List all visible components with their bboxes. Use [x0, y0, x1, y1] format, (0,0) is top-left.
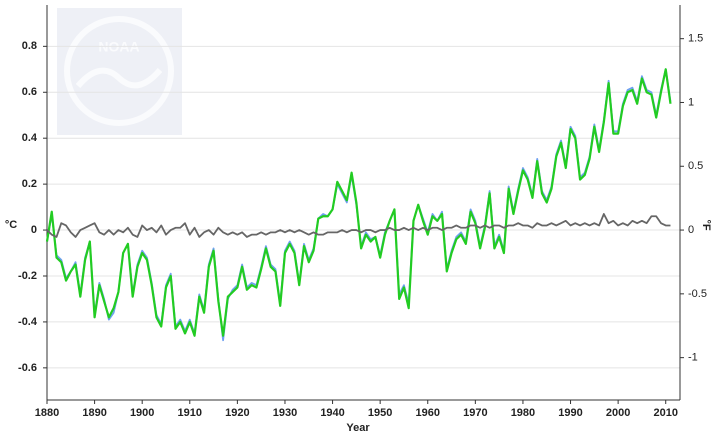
x-tick-label: 1930 [273, 407, 297, 419]
y2-tick-label: 0 [688, 224, 694, 236]
series-line [46, 213, 671, 238]
y-tick-label: 0.6 [22, 86, 37, 98]
y-tick-label: 0 [31, 224, 37, 236]
y2-axis-title: °F [700, 219, 712, 230]
x-tick-label: 1950 [368, 407, 392, 419]
y-axis-title: °C [5, 219, 17, 231]
x-tick-label: 1990 [558, 407, 582, 419]
y-tick-label: 0.2 [22, 178, 37, 190]
x-tick-label: 1920 [225, 407, 249, 419]
logo-wave [75, 67, 163, 89]
x-axis-title: Year [346, 422, 370, 434]
series-line [45, 68, 672, 337]
x-tick-label: 1980 [511, 407, 535, 419]
x-tick-label: 2000 [606, 407, 630, 419]
x-tick-label: 1880 [35, 407, 59, 419]
y-tick-label: 0.8 [22, 40, 37, 52]
y2-tick-label: 1.5 [688, 33, 703, 45]
logo-ring [64, 16, 174, 126]
x-tick-label: 2010 [653, 407, 677, 419]
x-tick-label: 1970 [463, 407, 487, 419]
logo-backdrop [57, 8, 182, 135]
y-tick-label: -0.4 [18, 316, 38, 328]
y2-tick-label: 1 [688, 96, 694, 108]
watermark-logo: NOAA [57, 8, 182, 135]
x-tick-label: 1940 [320, 407, 344, 419]
y-tick-label: 0.4 [22, 132, 38, 144]
y2-tick-label: -1 [688, 352, 698, 364]
y2-tick-label: -0.5 [688, 288, 707, 300]
y-tick-label: -0.2 [18, 270, 37, 282]
y2-tick-label: 0.5 [688, 160, 703, 172]
x-tick-label: 1890 [82, 407, 106, 419]
x-tick-label: 1910 [178, 407, 202, 419]
x-tick-label: 1900 [130, 407, 154, 419]
x-tick-label: 1960 [416, 407, 440, 419]
y-tick-label: -0.6 [18, 362, 37, 374]
